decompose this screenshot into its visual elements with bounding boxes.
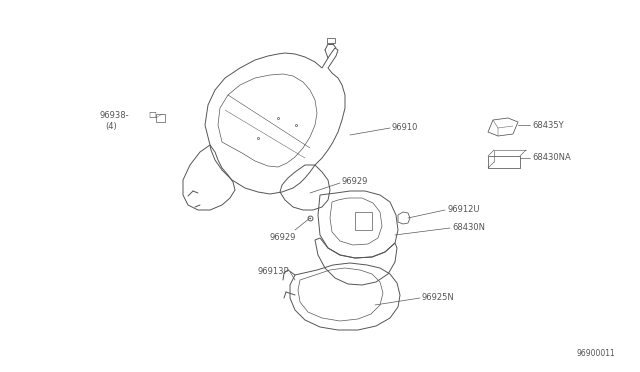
Text: 96929: 96929 <box>342 176 369 186</box>
Text: 68430NA: 68430NA <box>532 154 571 163</box>
Text: □: □ <box>148 110 156 119</box>
Text: 96913P: 96913P <box>258 267 290 276</box>
Text: 96925N: 96925N <box>422 294 455 302</box>
Text: 96912U: 96912U <box>447 205 479 215</box>
Text: 68435Y: 68435Y <box>532 121 564 129</box>
Text: 96929: 96929 <box>270 234 296 243</box>
Text: 68430N: 68430N <box>452 224 485 232</box>
Text: (4): (4) <box>105 122 116 131</box>
Text: 96900011: 96900011 <box>576 349 615 358</box>
Text: 96910: 96910 <box>392 124 419 132</box>
Text: 96938-: 96938- <box>100 110 130 119</box>
